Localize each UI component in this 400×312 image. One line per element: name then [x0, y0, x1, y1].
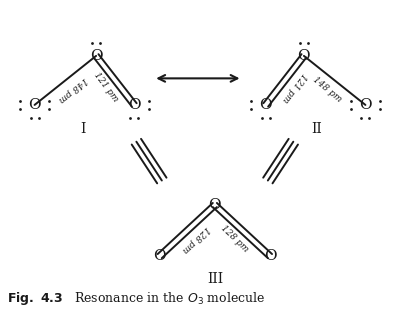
Text: II: II	[311, 122, 322, 136]
Text: 148 pm: 148 pm	[311, 75, 343, 104]
Text: 121 pm: 121 pm	[280, 71, 308, 104]
Text: O: O	[208, 198, 221, 212]
Text: O: O	[90, 49, 102, 63]
Text: $\mathbf{Fig.\ 4.3}$   Resonance in the $O_3$ molecule: $\mathbf{Fig.\ 4.3}$ Resonance in the $O…	[7, 290, 266, 307]
Text: 128 pm: 128 pm	[219, 224, 250, 254]
Text: O: O	[260, 98, 272, 112]
Text: O: O	[298, 49, 310, 63]
Text: III: III	[207, 271, 223, 285]
Text: O: O	[153, 249, 166, 263]
Text: 148 pm: 148 pm	[57, 75, 89, 104]
Text: I: I	[81, 122, 86, 136]
Text: O: O	[359, 98, 372, 112]
Text: O: O	[264, 249, 276, 263]
Text: 121 pm: 121 pm	[92, 71, 120, 104]
Text: O: O	[28, 98, 41, 112]
Text: 128 pm: 128 pm	[180, 224, 211, 254]
Text: O: O	[128, 98, 140, 112]
